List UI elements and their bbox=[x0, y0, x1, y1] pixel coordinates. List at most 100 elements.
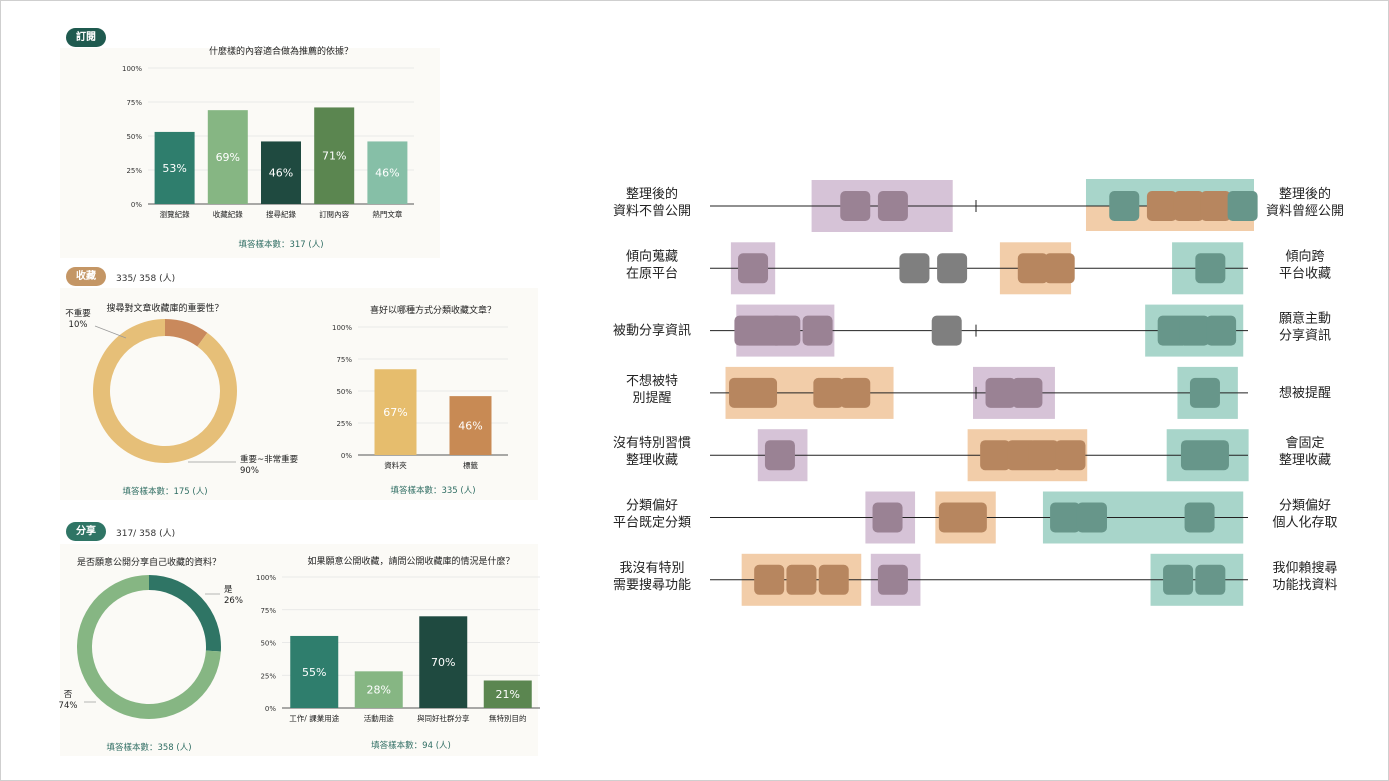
subscribe-bar-ytick: 0% bbox=[131, 201, 142, 209]
share-bar: 如果願意公開收藏，請問公開收藏庫的情況是什麼？ 0% 25% 50% 75% 100% 55… bbox=[256, 555, 540, 751]
spectrum-marker-tan bbox=[938, 502, 987, 533]
spectrum-marker-tan bbox=[840, 377, 871, 408]
share-bar-bar bbox=[354, 671, 403, 708]
share-donut-slice bbox=[149, 575, 221, 652]
subscribe-bar-ytick: 75% bbox=[126, 99, 142, 107]
spectrum-right-label: 分類偏好個人化存取 bbox=[1272, 499, 1337, 531]
spectrum-left-line: 平台既定分類 bbox=[613, 516, 691, 531]
subscribe-bar-ytick: 25% bbox=[126, 167, 142, 175]
share-donut-slice-label: 否 bbox=[64, 690, 73, 700]
spectrum-right-line: 平台收藏 bbox=[1279, 266, 1331, 281]
spectrum-left-label: 整理後的資料不曾公開 bbox=[613, 186, 691, 219]
spectrum-marker-tan bbox=[1146, 191, 1177, 221]
share-bar-category-label: 與同好社群分享 bbox=[417, 713, 470, 723]
spectrum-right-line: 整理收藏 bbox=[1279, 453, 1331, 468]
collect-bar-ytick: 75% bbox=[336, 356, 352, 364]
subscribe-bar-value-label: 46% bbox=[269, 167, 293, 180]
share-donut-title: 是否願意公開分享自己收藏的資料？ bbox=[77, 556, 221, 568]
share-bar-category-label: 無特別目的 bbox=[489, 713, 527, 723]
subscribe-bar-category-label: 熱門文章 bbox=[372, 209, 402, 219]
subscribe-bar-ytick: 50% bbox=[126, 133, 142, 141]
spectrum-marker-tan bbox=[813, 377, 844, 408]
spectrum-right-line: 我仰賴搜尋 bbox=[1272, 561, 1337, 576]
spectrum-row: 分類偏好平台既定分類 分類偏好個人化存取 bbox=[613, 491, 1338, 544]
share-bar-value-label: 70% bbox=[431, 656, 455, 669]
spectrum-right-label: 想被提醒 bbox=[1279, 385, 1331, 401]
spectrum-row: 我沒有特別需要搜尋功能 我仰賴搜尋功能找資料 bbox=[613, 553, 1338, 606]
spectrum-left-label: 傾向蒐藏在原平台 bbox=[626, 248, 678, 281]
share-donut-footnote: 填答樣本數：358 (人) bbox=[106, 742, 191, 753]
spectrum-marker-purple bbox=[770, 315, 801, 346]
subscribe-bar-value-label: 69% bbox=[216, 151, 240, 164]
share-bar-ytick: 0% bbox=[265, 705, 276, 713]
spectrum-marker-purple bbox=[872, 502, 903, 533]
spectrum-left-line: 別提醒 bbox=[632, 390, 671, 406]
collect-badge: 收藏 bbox=[66, 267, 106, 286]
collect-donut-slice-label: 重要~非常重要 bbox=[240, 454, 299, 465]
spectrum-left-label: 沒有特別習慣整理收藏 bbox=[613, 435, 691, 468]
spectrum-marker-teal bbox=[1227, 191, 1258, 221]
spectrum-marker-tan bbox=[818, 564, 849, 595]
spectrum-right-label: 會固定整理收藏 bbox=[1279, 436, 1331, 468]
share-donut-slice-label: 是 bbox=[224, 585, 233, 595]
subscribe-bar-bar bbox=[261, 141, 301, 204]
spectrum-marker-teal bbox=[1206, 315, 1237, 346]
share-bar-category-label: 活動用途 bbox=[364, 713, 394, 723]
spectrum-marker-tan bbox=[980, 440, 1011, 471]
spectrum-left-label: 不想被特別提醒 bbox=[626, 373, 678, 406]
spectrum-left-line: 整理收藏 bbox=[626, 453, 678, 468]
spectrum-left-line: 需要搜尋功能 bbox=[613, 578, 691, 593]
spectrum-left-line: 整理後的 bbox=[626, 186, 678, 202]
collect-bar-footnote: 填答樣本數：335 (人) bbox=[390, 485, 475, 496]
collect-bar-bar bbox=[449, 396, 492, 455]
spectrum-right-line: 會固定 bbox=[1285, 436, 1324, 451]
collect-bar-category-label: 標籤 bbox=[463, 460, 478, 470]
share-bar-bar bbox=[419, 616, 468, 708]
share-bar-footnote: 填答樣本數：94 (人) bbox=[371, 740, 451, 751]
collect-bar-value-label: 67% bbox=[383, 406, 407, 419]
collect-bar-title: 喜好以哪種方式分類收藏文章？ bbox=[370, 304, 496, 316]
spectrum-marker-purple bbox=[877, 191, 908, 221]
collect-bar-bar bbox=[374, 369, 417, 455]
share-badge: 分享 bbox=[66, 522, 106, 541]
spectrum-left-label: 被動分享資訊 bbox=[613, 323, 691, 339]
spectrum-marker-teal bbox=[1195, 564, 1226, 595]
subscribe-bar-bar bbox=[314, 107, 355, 204]
spectrum-left-line: 資料不曾公開 bbox=[613, 204, 691, 219]
spectrum-left-line: 不想被特 bbox=[626, 373, 678, 389]
share-bar-title: 如果願意公開收藏，請問公開收藏庫的情況是什麼？ bbox=[307, 555, 514, 567]
collect-donut-slice-label: 不重要 bbox=[65, 308, 91, 319]
collect-bar-ytick: 100% bbox=[332, 324, 352, 332]
spectrum-left-line: 在原平台 bbox=[626, 266, 678, 281]
spectrum-marker-purple bbox=[985, 377, 1016, 408]
spectrum-marker-gray bbox=[899, 253, 930, 284]
spectrum-right-label: 整理後的資料曾經公開 bbox=[1266, 186, 1344, 219]
collect-donut-title: 搜尋對文章收藏庫的重要性？ bbox=[106, 302, 223, 314]
spectrum-marker-tan bbox=[729, 377, 778, 408]
collect-donut-slice-value: 10% bbox=[69, 320, 88, 330]
spectrum-marker-purple bbox=[877, 564, 908, 595]
spectrum-left-line: 我沒有特別 bbox=[619, 561, 684, 576]
spectrum-marker-teal bbox=[1180, 440, 1229, 471]
share-bar-value-label: 28% bbox=[367, 684, 391, 697]
collect-bar: 喜好以哪種方式分類收藏文章？ 0% 25% 50% 75% 100% 67% 資料夾 46% 標籤… bbox=[332, 304, 508, 496]
spectrum-right-line: 願意主動 bbox=[1279, 311, 1331, 327]
collect-bar-ytick: 50% bbox=[336, 388, 352, 396]
subscribe-bar-value-label: 71% bbox=[322, 150, 346, 163]
spectrum-left-line: 沒有特別習慣 bbox=[613, 435, 691, 451]
spectrum-marker-gray bbox=[931, 315, 962, 346]
share-donut-slice-value: 26% bbox=[224, 596, 243, 606]
spectrum-marker-purple bbox=[840, 191, 871, 221]
collect-donut-leader bbox=[94, 325, 127, 339]
spectrum-marker-teal bbox=[1050, 502, 1081, 533]
spectrum-marker-purple bbox=[1012, 377, 1043, 408]
spectrum-right-line: 分類偏好 bbox=[1279, 499, 1331, 514]
spectrum-right-line: 資料曾經公開 bbox=[1266, 204, 1344, 219]
share-donut-slice-value: 74% bbox=[59, 701, 78, 711]
collect-donut-slice-value: 90% bbox=[240, 466, 259, 476]
spectrum-marker-teal bbox=[1195, 253, 1226, 284]
spectrum-marker-purple bbox=[764, 440, 795, 471]
subscribe-bar: 什麼樣的內容適合做為推薦的依據？ 0% 25% 50% 75% 100% 53% 瀏覽紀錄 69… bbox=[122, 45, 414, 250]
